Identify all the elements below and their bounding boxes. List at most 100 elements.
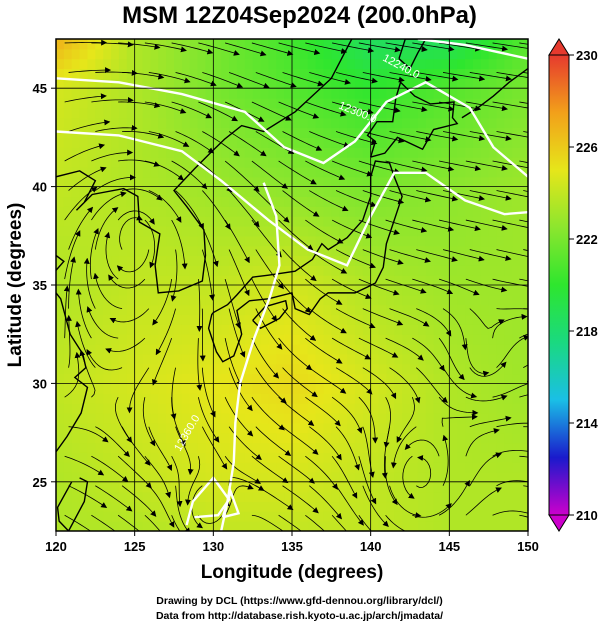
field-cell (260, 245, 269, 257)
field-cell (472, 353, 482, 365)
field-cell (87, 285, 96, 296)
field-cell (433, 117, 443, 129)
field-cell (496, 265, 505, 276)
field-cell (284, 403, 293, 414)
field-cell (197, 48, 207, 60)
field-cell (402, 127, 411, 138)
field-cell (95, 501, 104, 512)
field-cell (370, 58, 380, 70)
field-cell (158, 166, 167, 178)
field-cell (158, 393, 167, 404)
field-cell (472, 452, 482, 463)
field-cell (347, 403, 356, 414)
field-cell (221, 481, 230, 493)
field-cell (347, 334, 356, 345)
field-cell (221, 304, 230, 316)
streamline (224, 338, 242, 387)
field-cell (268, 196, 277, 207)
field-cell (260, 68, 269, 79)
field-cell (236, 432, 246, 444)
field-cell (465, 216, 474, 227)
field-cell (95, 98, 104, 109)
field-cell (221, 196, 230, 207)
field-cell (315, 452, 325, 463)
field-cell (205, 157, 214, 168)
streamline (224, 160, 260, 192)
field-cell (370, 225, 380, 237)
field-cell (449, 314, 458, 325)
field-cell (299, 58, 309, 70)
field-cell (244, 48, 254, 60)
field-cell (150, 147, 159, 158)
field-cell (362, 107, 372, 119)
field-cell (323, 127, 332, 138)
field-cell (174, 393, 183, 404)
field-cell (370, 98, 380, 109)
field-cell (197, 363, 207, 375)
field-cell (307, 412, 317, 424)
field-cell (63, 462, 73, 473)
field-cell (386, 285, 395, 296)
y-tick-label: 35 (33, 278, 47, 293)
field-cell (480, 491, 490, 503)
field-cell (103, 314, 112, 325)
field-cell (166, 107, 175, 119)
field-cell (174, 78, 183, 89)
field-cell (465, 68, 474, 79)
field-cell (339, 521, 348, 531)
field-cell (370, 216, 380, 227)
field-cell (292, 127, 301, 138)
field-cell (433, 304, 443, 316)
field-cell (181, 157, 191, 168)
field-cell (299, 452, 309, 463)
field-cell (134, 501, 144, 512)
field-cell (433, 422, 443, 434)
field-cell (63, 442, 73, 453)
field-cell (229, 98, 238, 109)
field-cell (221, 373, 230, 384)
field-cell (512, 216, 521, 227)
field-cell (449, 432, 458, 444)
field-cell (284, 353, 293, 365)
streamline (75, 288, 92, 339)
field-cell (410, 147, 419, 158)
streamline (362, 308, 404, 326)
field-cell (307, 107, 317, 119)
field-cell (103, 157, 112, 168)
field-cell (197, 235, 207, 247)
field-cell (71, 68, 81, 79)
field-cell (347, 452, 356, 463)
field-cell (433, 393, 443, 404)
field-cell (520, 127, 528, 138)
streamline (68, 426, 109, 443)
x-tick-label: 150 (517, 539, 539, 554)
field-cell (79, 88, 89, 99)
field-cell (433, 462, 443, 473)
field-cell (465, 225, 474, 237)
field-cell (166, 157, 175, 168)
field-cell (347, 432, 356, 444)
streamline (89, 227, 99, 280)
field-cell (134, 373, 144, 384)
field-cell (126, 462, 136, 473)
field-cell (213, 344, 222, 355)
field-cell (236, 314, 246, 325)
field-cell (213, 127, 222, 138)
field-cell (512, 275, 521, 286)
field-cell (472, 314, 482, 325)
field-cell (433, 412, 443, 424)
field-cell (111, 265, 120, 276)
field-cell (56, 393, 65, 404)
field-cell (417, 314, 427, 325)
field-cell (79, 206, 89, 217)
field-cell (181, 137, 191, 148)
field-cell (56, 245, 65, 257)
field-cell (126, 255, 136, 266)
field-cell (134, 107, 144, 119)
field-cell (504, 127, 513, 138)
field-cell (449, 393, 458, 404)
field-cell (331, 196, 340, 207)
field-cell (111, 304, 120, 316)
streamline (389, 72, 432, 82)
streamline (278, 42, 321, 55)
